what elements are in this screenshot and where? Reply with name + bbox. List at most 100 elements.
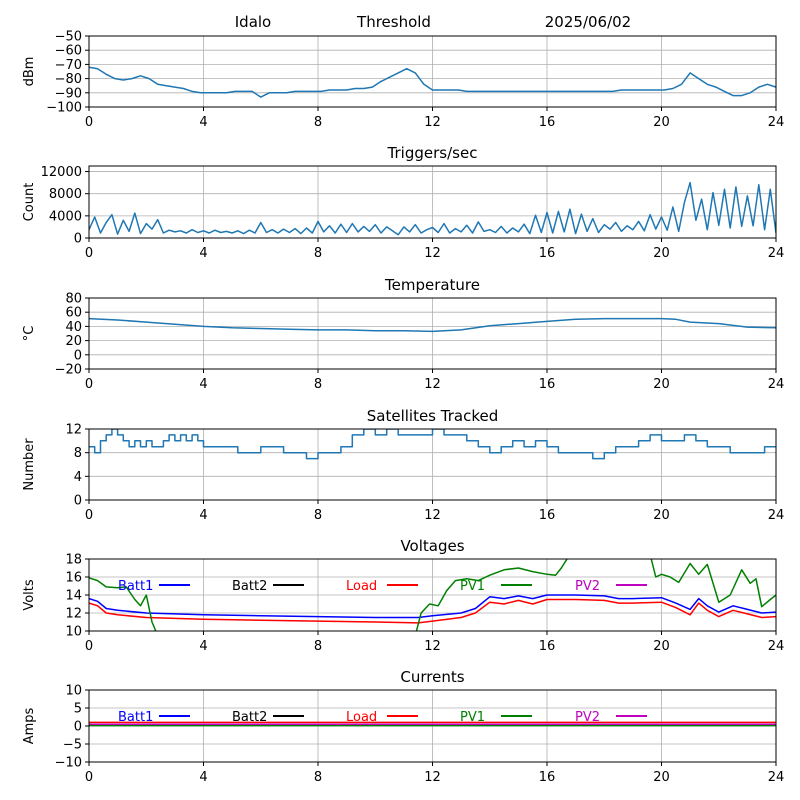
series-line-load: [89, 598, 776, 624]
x-tick-label: 16: [539, 508, 556, 523]
legend-label-pv1: PV1: [460, 579, 485, 594]
chart-panel-6: 0 4 8 12 16 20 24 −10 −5 0 5 10 Amps Currents Batt1 Bat…: [22, 668, 784, 785]
chart-title: Currents: [400, 668, 464, 686]
y-tick-label: 8: [74, 446, 82, 461]
y-tick-label: 4: [74, 470, 82, 485]
x-tick-label: 8: [314, 639, 322, 654]
y-axis-label: °C: [22, 326, 37, 342]
legend-label-pv2: PV2: [575, 710, 600, 725]
x-tick-label: 0: [85, 246, 93, 261]
y-tick-label: −70: [55, 58, 82, 73]
x-tick-label: 8: [314, 246, 322, 261]
y-tick-label: 5: [74, 702, 82, 717]
y-tick-label: 12: [65, 607, 82, 622]
x-tick-label: 24: [768, 508, 785, 523]
series-group: [89, 721, 776, 727]
x-tick-label: 24: [768, 639, 785, 654]
chart-title: Temperature: [384, 276, 480, 294]
y-axis-label: dBm: [22, 57, 37, 87]
y-tick-label: −60: [55, 44, 82, 59]
x-tick-label: 0: [85, 770, 93, 785]
y-tick-label: 40: [65, 320, 82, 335]
y-tick-label: −20: [55, 363, 82, 378]
header-date: 2025/06/02: [545, 13, 631, 31]
legend-label-batt1: Batt1: [118, 579, 153, 594]
legend-label-batt2: Batt2: [232, 710, 267, 725]
series-group: [89, 317, 776, 333]
y-tick-label: −90: [55, 86, 82, 101]
x-tick-label: 4: [199, 377, 207, 392]
x-tick-label: 0: [85, 115, 93, 130]
legend-label-load: Load: [346, 579, 377, 594]
y-tick-label: 18: [65, 553, 82, 568]
chart-panel-5: 0 4 8 12 16 20 24 10 12 14 16 18 Volts Voltages Batt1 B…: [22, 537, 784, 654]
x-tick-label: 24: [768, 770, 785, 785]
x-tick-label: 4: [199, 508, 207, 523]
x-tick-label: 20: [653, 377, 670, 392]
legend-label-pv2: PV2: [575, 579, 600, 594]
series-line-batt1: [89, 594, 776, 619]
series-group: [89, 559, 776, 631]
x-tick-label: 12: [424, 508, 441, 523]
chart-title: Voltages: [400, 537, 464, 555]
x-tick-label: 24: [768, 246, 785, 261]
legend-label-load: Load: [346, 710, 377, 725]
y-tick-label: 0: [74, 232, 82, 247]
x-tick-label: 4: [199, 115, 207, 130]
y-tick-label: 0: [74, 494, 82, 509]
y-tick-label: 0: [74, 348, 82, 363]
series-line: [89, 429, 776, 460]
y-tick-label: −5: [63, 738, 82, 753]
x-tick-label: 8: [314, 115, 322, 130]
header-station: Idalo: [235, 13, 271, 31]
y-tick-label: 10: [65, 625, 82, 640]
y-tick-label: 60: [65, 306, 82, 321]
x-tick-label: 8: [314, 377, 322, 392]
x-tick-label: 20: [653, 639, 670, 654]
y-tick-label: 10: [65, 684, 82, 699]
y-tick-label: 12000: [41, 165, 82, 180]
x-tick-label: 16: [539, 639, 556, 654]
legend-label-batt1: Batt1: [118, 710, 153, 725]
y-tick-label: 80: [65, 292, 82, 307]
series-line: [89, 66, 776, 98]
series-line: [89, 181, 776, 236]
chart-panel-1: 0 4 8 12 16 20 24 −100−90−80−70−60−50 dBm: [22, 30, 784, 131]
x-tick-label: 12: [424, 115, 441, 130]
x-tick-label: 12: [424, 770, 441, 785]
x-tick-label: 20: [653, 115, 670, 130]
chart-title: Satellites Tracked: [367, 407, 498, 425]
y-tick-label: 14: [65, 589, 82, 604]
y-tick-label: 8000: [49, 187, 82, 202]
legend-label-pv1: PV1: [460, 710, 485, 725]
y-tick-label: −80: [55, 72, 82, 87]
x-tick-label: 8: [314, 770, 322, 785]
x-tick-label: 16: [539, 115, 556, 130]
y-tick-label: −100: [46, 101, 82, 116]
y-tick-label: 4000: [49, 209, 82, 224]
y-tick-label: 0: [74, 720, 82, 735]
series-line-pv1: [89, 559, 776, 631]
series-group: [89, 66, 776, 98]
x-tick-label: 16: [539, 377, 556, 392]
y-axis-label: Number: [22, 438, 37, 491]
x-tick-label: 4: [199, 770, 207, 785]
x-tick-label: 16: [539, 770, 556, 785]
series-group: [89, 181, 776, 236]
header-mode: Threshold: [356, 13, 431, 31]
y-axis-label: Count: [22, 183, 37, 222]
legend-label-batt2: Batt2: [232, 579, 267, 594]
x-tick-label: 0: [85, 508, 93, 523]
chart-panel-2: 0 4 8 12 16 20 24 0 4000 8000 12000 Count Triggers/s…: [22, 144, 784, 261]
y-tick-label: 12: [65, 423, 82, 438]
x-tick-label: 20: [653, 508, 670, 523]
x-tick-label: 0: [85, 639, 93, 654]
y-axis-label: Amps: [22, 707, 37, 744]
x-tick-label: 20: [653, 770, 670, 785]
y-tick-label: −50: [55, 30, 82, 45]
x-tick-label: 12: [424, 246, 441, 261]
x-tick-label: 24: [768, 377, 785, 392]
y-axis-label: Volts: [22, 579, 37, 611]
